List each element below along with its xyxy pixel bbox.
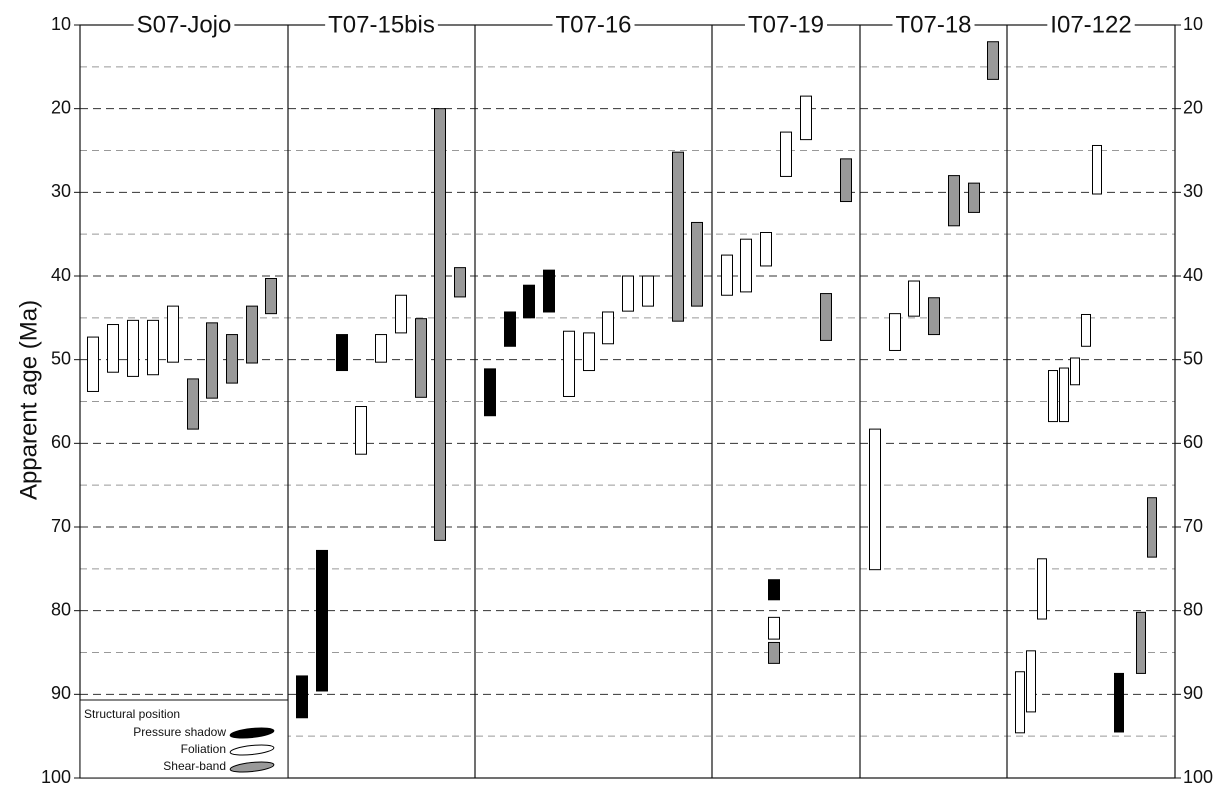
y-tick-label: 100: [41, 767, 71, 787]
y-axis-label: Apparent age (Ma): [15, 300, 42, 500]
range-bar: [265, 278, 277, 315]
range-bar: [563, 330, 575, 397]
y2-tick-label: 10: [1183, 14, 1203, 34]
range-bar: [395, 294, 407, 334]
range-bar: [206, 322, 218, 399]
range-bar: [1070, 357, 1080, 386]
range-bar: [226, 334, 238, 384]
panel-title: T07-19: [748, 11, 824, 38]
range-bar: [1059, 367, 1069, 423]
legend-label: Foliation: [181, 742, 226, 756]
range-bar: [928, 297, 940, 336]
range-bar: [543, 269, 555, 313]
range-bar: [622, 275, 634, 312]
range-bar: [246, 305, 258, 364]
legend-swatch: [229, 761, 275, 773]
panel-title: S07-Jojo: [137, 11, 232, 38]
y-tick-label: 70: [51, 516, 71, 536]
range-bar: [187, 378, 199, 430]
range-bar: [434, 108, 446, 541]
range-bar: [1147, 497, 1157, 558]
range-bar: [484, 368, 496, 417]
y2-tick-label: 70: [1183, 516, 1203, 536]
range-bar: [107, 324, 119, 373]
panel-title-bg: [744, 23, 828, 27]
range-bar: [415, 318, 427, 398]
y2-tick-label: 20: [1183, 97, 1203, 117]
range-bar: [1092, 144, 1102, 195]
range-bar: [780, 131, 792, 177]
range-bar: [1081, 313, 1091, 347]
range-bar: [454, 267, 466, 298]
range-bar: [768, 579, 780, 601]
y-tick-label: 30: [51, 181, 71, 201]
range-bar: [760, 231, 772, 267]
legend-label: Pressure shadow: [133, 725, 226, 739]
range-bar: [820, 293, 832, 341]
range-bar: [375, 334, 387, 363]
range-bar: [147, 319, 159, 376]
y2-tick-label: 90: [1183, 683, 1203, 703]
range-bar: [336, 334, 348, 372]
range-bar: [948, 175, 960, 227]
range-bar: [296, 675, 308, 719]
range-bar: [987, 41, 999, 80]
range-bar: [672, 151, 684, 322]
range-bar: [642, 275, 654, 307]
y-tick-label: 60: [51, 432, 71, 452]
y-tick-label: 10: [51, 14, 71, 34]
y-tick-label: 80: [51, 599, 71, 619]
panel-title: T07-15bis: [328, 11, 435, 38]
range-bar: [1026, 650, 1036, 713]
range-bar: [908, 280, 920, 317]
panel-title: T07-16: [555, 11, 631, 38]
range-bar: [968, 182, 980, 213]
range-bar: [800, 95, 812, 141]
range-bar: [1037, 558, 1047, 620]
range-bar: [740, 238, 752, 293]
panel-title-bg: [552, 23, 635, 27]
range-bar: [768, 616, 780, 640]
panel-title-bg: [1047, 23, 1135, 27]
range-bar: [889, 313, 901, 351]
y-tick-label: 40: [51, 265, 71, 285]
range-bar: [583, 332, 595, 372]
legend-swatch: [229, 744, 275, 756]
range-bar: [602, 311, 614, 345]
y2-tick-label: 40: [1183, 265, 1203, 285]
range-bar: [167, 305, 179, 363]
range-bar: [523, 284, 535, 319]
range-bar: [355, 406, 367, 455]
y2-tick-label: 60: [1183, 432, 1203, 452]
y2-tick-label: 50: [1183, 348, 1203, 368]
range-bar: [87, 336, 99, 392]
panel-title-bg: [892, 23, 975, 27]
panel-title: T07-18: [895, 11, 971, 38]
legend-title: Structural position: [84, 707, 180, 721]
panel-title-bg: [133, 23, 235, 27]
panel-title: I07-122: [1050, 11, 1131, 38]
range-bar: [1015, 671, 1025, 734]
range-bar: [869, 428, 881, 571]
y-tick-label: 90: [51, 683, 71, 703]
range-bar: [316, 549, 328, 692]
range-bar: [840, 158, 852, 203]
y2-tick-label: 30: [1183, 181, 1203, 201]
y-tick-label: 20: [51, 97, 71, 117]
range-bar: [504, 311, 516, 347]
y2-tick-label: 100: [1183, 767, 1213, 787]
range-bar: [721, 254, 733, 296]
panel-title-bg: [325, 23, 438, 27]
range-bar: [1114, 672, 1124, 733]
range-bar: [1136, 611, 1146, 674]
range-bar: [1048, 370, 1058, 423]
range-bar: [691, 221, 703, 307]
range-bar: [127, 319, 139, 377]
legend-swatch: [229, 727, 275, 739]
range-bar: [768, 641, 780, 664]
y2-tick-label: 80: [1183, 599, 1203, 619]
y-tick-label: 50: [51, 348, 71, 368]
legend-label: Shear-band: [163, 759, 226, 773]
